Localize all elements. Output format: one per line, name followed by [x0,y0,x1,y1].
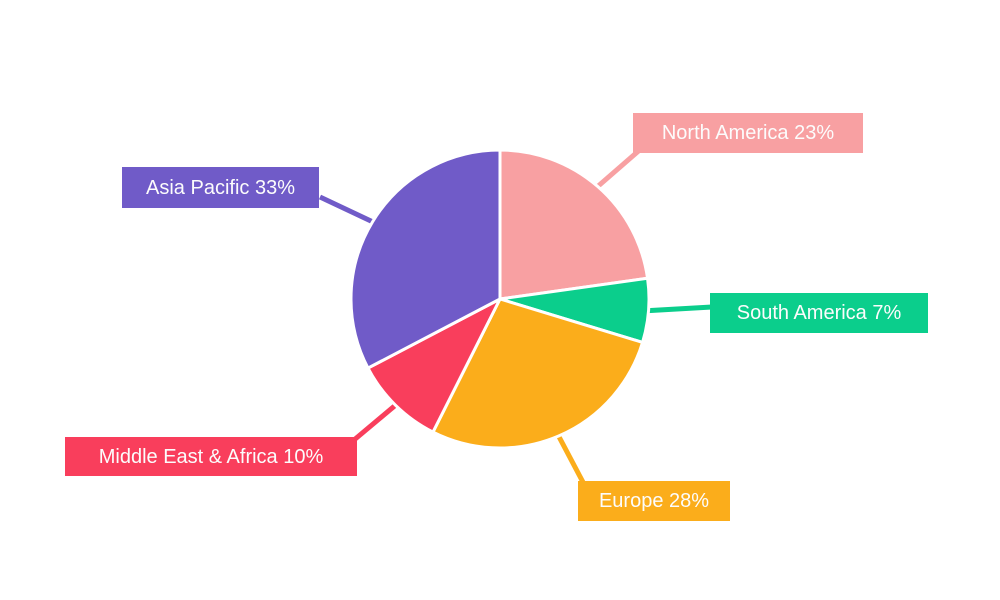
leader-line-north-america [596,146,644,189]
pie-slice-europe[interactable] [431,297,645,450]
leader-lines [318,146,713,488]
leader-line-middle-east-africa [352,403,398,442]
callout-text: Asia Pacific 33% [146,176,295,199]
pie-slice-middle-east-africa[interactable] [366,297,502,434]
pie-slice-asia-pacific[interactable] [349,148,502,370]
callout-label-south-america: South America 7% [710,293,928,333]
callout-label-middle-east-africa: Middle East & Africa 10% [65,437,357,476]
pie-slices [349,148,651,450]
pie-slice-north-america[interactable] [498,148,650,301]
callout-text: Europe 28% [598,490,710,512]
callout-label-asia-pacific: Asia Pacific 33% [122,167,319,208]
callout-text: Middle East & Africa 10% [98,445,324,468]
callout-label-europe: Europe 28% [578,481,730,521]
leader-line-asia-pacific [318,194,374,225]
callout-label-north-america: North America 23% [633,113,863,153]
leader-line-south-america [648,304,713,314]
callout-text: North America 23% [661,122,835,144]
callout-text: South America 7% [736,302,902,324]
leader-line-europe [556,434,588,488]
